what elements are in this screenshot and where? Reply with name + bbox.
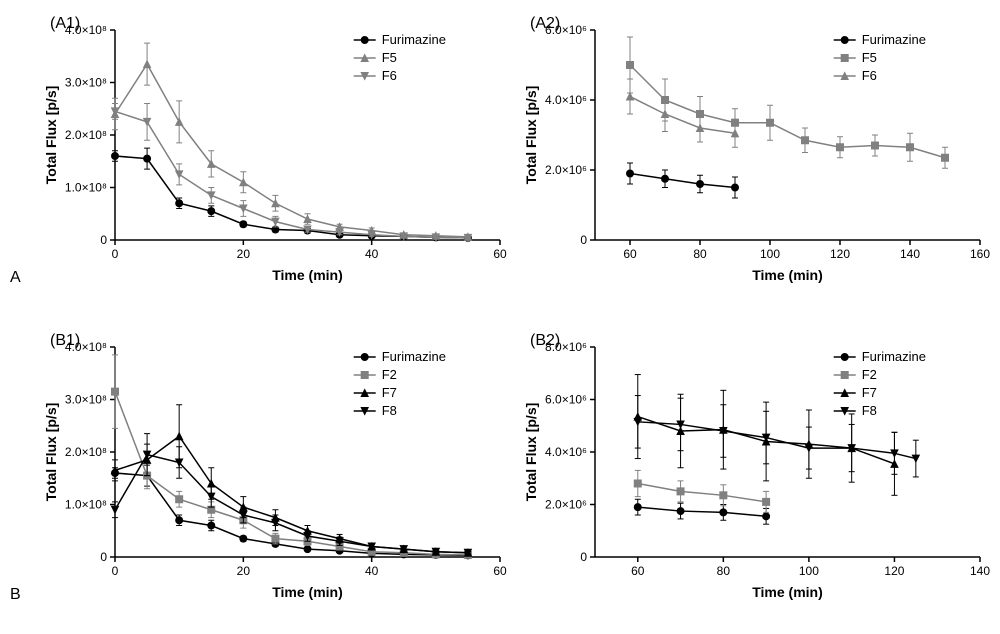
svg-text:Time (min): Time (min) <box>752 267 823 283</box>
svg-text:8.0×10⁶: 8.0×10⁶ <box>545 340 587 354</box>
svg-text:Total Flux [p/s]: Total Flux [p/s] <box>43 86 59 185</box>
svg-text:Total Flux [p/s]: Total Flux [p/s] <box>43 403 59 502</box>
svg-text:F7: F7 <box>862 385 877 400</box>
svg-text:4.0×10⁶: 4.0×10⁶ <box>545 445 587 459</box>
svg-text:F8: F8 <box>382 403 397 418</box>
svg-text:F5: F5 <box>862 50 877 65</box>
svg-text:4.0×10⁶: 4.0×10⁶ <box>545 93 587 107</box>
svg-text:20: 20 <box>237 564 251 578</box>
panel-b2: (B2)608010012014002.0×10⁶4.0×10⁶6.0×10⁶8… <box>520 327 990 624</box>
svg-text:60: 60 <box>493 564 507 578</box>
svg-text:F2: F2 <box>862 367 877 382</box>
svg-text:80: 80 <box>717 564 731 578</box>
svg-text:140: 140 <box>900 247 920 261</box>
svg-text:Furimazine: Furimazine <box>382 32 446 47</box>
svg-text:40: 40 <box>365 564 379 578</box>
row-label-a: A <box>10 269 30 307</box>
svg-text:1.0×10⁸: 1.0×10⁸ <box>65 181 107 195</box>
svg-text:0: 0 <box>580 233 587 247</box>
svg-text:100: 100 <box>799 564 819 578</box>
svg-text:2.0×10⁸: 2.0×10⁸ <box>65 445 107 459</box>
svg-text:F6: F6 <box>382 68 397 83</box>
svg-text:Time (min): Time (min) <box>752 584 823 600</box>
svg-text:0: 0 <box>112 564 119 578</box>
svg-text:6.0×10⁶: 6.0×10⁶ <box>545 23 587 37</box>
svg-text:80: 80 <box>693 247 707 261</box>
row-label-b: B <box>10 586 30 624</box>
panel-a2: (A2)608010012014016002.0×10⁶4.0×10⁶6.0×1… <box>520 10 990 307</box>
svg-text:3.0×10⁸: 3.0×10⁸ <box>65 76 107 90</box>
svg-text:60: 60 <box>631 564 645 578</box>
svg-text:Total Flux [p/s]: Total Flux [p/s] <box>523 86 539 185</box>
svg-text:120: 120 <box>830 247 850 261</box>
svg-text:40: 40 <box>365 247 379 261</box>
svg-text:3.0×10⁸: 3.0×10⁸ <box>65 393 107 407</box>
svg-text:60: 60 <box>493 247 507 261</box>
panel-a1: (A1)020406001.0×10⁸2.0×10⁸3.0×10⁸4.0×10⁸… <box>40 10 510 307</box>
svg-text:2.0×10⁸: 2.0×10⁸ <box>65 128 107 142</box>
svg-text:2.0×10⁶: 2.0×10⁶ <box>545 498 587 512</box>
panel-b1: (B1)020406001.0×10⁸2.0×10⁸3.0×10⁸4.0×10⁸… <box>40 327 510 624</box>
svg-text:140: 140 <box>970 564 990 578</box>
svg-text:1.0×10⁸: 1.0×10⁸ <box>65 498 107 512</box>
svg-text:F7: F7 <box>382 385 397 400</box>
svg-text:4.0×10⁸: 4.0×10⁸ <box>65 340 107 354</box>
svg-text:0: 0 <box>100 550 107 564</box>
svg-text:Total Flux [p/s]: Total Flux [p/s] <box>523 403 539 502</box>
svg-text:0: 0 <box>112 247 119 261</box>
svg-text:120: 120 <box>884 564 904 578</box>
svg-text:F5: F5 <box>382 50 397 65</box>
svg-text:Furimazine: Furimazine <box>862 349 926 364</box>
svg-text:100: 100 <box>760 247 780 261</box>
svg-text:0: 0 <box>100 233 107 247</box>
svg-text:F6: F6 <box>862 68 877 83</box>
svg-text:160: 160 <box>970 247 990 261</box>
svg-text:0: 0 <box>580 550 587 564</box>
svg-text:F2: F2 <box>382 367 397 382</box>
svg-text:6.0×10⁶: 6.0×10⁶ <box>545 393 587 407</box>
svg-text:Time (min): Time (min) <box>272 267 343 283</box>
svg-text:Time (min): Time (min) <box>272 584 343 600</box>
svg-text:60: 60 <box>623 247 637 261</box>
svg-text:4.0×10⁸: 4.0×10⁸ <box>65 23 107 37</box>
svg-text:20: 20 <box>237 247 251 261</box>
svg-text:F8: F8 <box>862 403 877 418</box>
svg-text:Furimazine: Furimazine <box>382 349 446 364</box>
svg-text:2.0×10⁶: 2.0×10⁶ <box>545 163 587 177</box>
svg-text:Furimazine: Furimazine <box>862 32 926 47</box>
